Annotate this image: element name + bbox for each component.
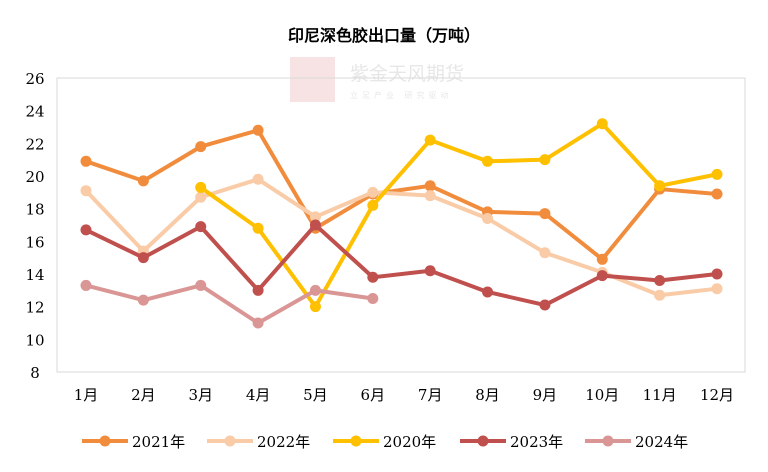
legend-item: 2020年	[333, 433, 436, 451]
x-tick-label: 4月	[246, 386, 271, 404]
legend-label: 2024年	[635, 433, 688, 451]
legend-item: 2022年	[207, 433, 310, 451]
legend-marker	[99, 435, 111, 447]
data-point	[195, 181, 207, 193]
data-point	[309, 211, 321, 223]
data-point	[309, 301, 321, 313]
data-point	[596, 270, 608, 282]
series-line	[85, 223, 718, 308]
legend-item: 2023年	[460, 433, 563, 451]
y-tick-label: 22	[25, 135, 44, 153]
x-tick-label: 1月	[74, 386, 99, 404]
legend-label: 2023年	[510, 433, 563, 451]
data-point	[137, 252, 149, 264]
y-tick-label: 8	[30, 364, 40, 382]
data-point	[137, 175, 149, 187]
chart-title: 印尼深色胶出口量（万吨）	[287, 26, 480, 45]
data-point	[309, 219, 321, 231]
data-point	[596, 253, 608, 265]
data-point	[195, 221, 207, 233]
x-tick-label: 8月	[475, 386, 500, 404]
watermark: 紫金天风期货 立足产业 研究驱动	[290, 57, 464, 102]
series-2024年	[80, 279, 379, 329]
legend-marker	[224, 435, 236, 447]
data-point	[539, 208, 551, 220]
data-point	[711, 188, 723, 200]
legend-item: 2021年	[82, 433, 185, 451]
data-point	[482, 155, 494, 167]
watermark-slogan: 立足产业 研究驱动	[350, 90, 453, 100]
legend-item: 2024年	[585, 433, 688, 451]
data-point	[424, 180, 436, 192]
data-point	[539, 247, 551, 259]
data-point	[80, 185, 92, 197]
data-point	[195, 279, 207, 291]
x-tick-label: 7月	[418, 386, 443, 404]
series-2022年	[80, 173, 723, 301]
y-tick-label: 26	[25, 70, 44, 88]
data-point	[654, 289, 666, 301]
watermark-name: 紫金天风期货	[350, 63, 464, 85]
data-point	[195, 141, 207, 153]
data-point	[539, 154, 551, 166]
legend-label: 2020年	[383, 433, 436, 451]
data-point	[654, 180, 666, 192]
data-point	[367, 293, 379, 304]
data-point	[309, 284, 321, 296]
series-line	[85, 283, 374, 325]
x-tick-label: 3月	[188, 386, 213, 404]
data-point	[596, 118, 608, 130]
series-line	[199, 121, 718, 309]
x-tick-label: 5月	[303, 386, 328, 404]
data-point	[80, 224, 92, 236]
legend-marker	[602, 435, 614, 447]
watermark-logo	[290, 57, 335, 102]
legend-marker	[477, 435, 489, 447]
data-point	[252, 124, 264, 136]
data-point	[80, 279, 92, 291]
legend-label: 2022年	[257, 433, 310, 451]
data-point	[252, 284, 264, 296]
y-tick-label: 18	[25, 201, 44, 219]
data-point	[424, 265, 436, 277]
data-point	[80, 155, 92, 167]
x-tick-label: 2月	[131, 386, 156, 404]
data-point	[195, 191, 207, 203]
data-point	[711, 268, 723, 280]
data-point	[424, 190, 436, 202]
data-point	[367, 199, 379, 211]
data-point	[367, 271, 379, 283]
data-point	[424, 134, 436, 146]
data-point	[252, 317, 264, 329]
legend-label: 2021年	[132, 433, 185, 451]
x-tick-label: 11月	[643, 386, 677, 404]
plot-border	[56, 77, 746, 373]
data-point	[367, 186, 379, 198]
series-2023年	[80, 219, 723, 311]
y-tick-label: 16	[25, 233, 44, 251]
series-2020年	[195, 118, 723, 313]
data-point	[711, 283, 723, 295]
legend-marker	[350, 435, 362, 447]
data-point	[137, 294, 149, 306]
data-point	[252, 222, 264, 234]
data-point	[482, 212, 494, 224]
data-point	[654, 275, 666, 287]
x-tick-label: 10月	[585, 386, 619, 404]
x-tick-label: 9月	[533, 386, 558, 404]
data-point	[539, 299, 551, 311]
data-point	[482, 286, 494, 298]
data-point	[711, 168, 723, 180]
y-tick-label: 10	[25, 331, 44, 349]
y-tick-label: 12	[25, 299, 44, 317]
y-tick-label: 14	[25, 266, 44, 284]
data-point	[252, 173, 264, 185]
x-tick-label: 6月	[361, 386, 386, 404]
y-tick-label: 24	[25, 103, 44, 121]
series-line	[85, 128, 718, 262]
y-tick-label: 20	[25, 168, 44, 186]
x-tick-label: 12月	[700, 386, 734, 404]
